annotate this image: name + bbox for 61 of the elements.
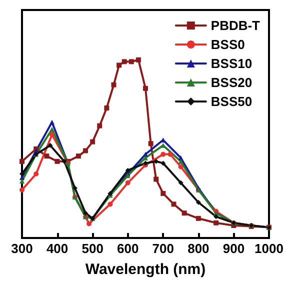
point [154, 176, 159, 182]
point [148, 141, 154, 146]
point [20, 158, 24, 164]
x-tick-label: 800 [188, 241, 210, 256]
point [111, 82, 116, 88]
point [62, 158, 67, 164]
point [160, 190, 166, 196]
x-axis-title: Wavelength (nm) [85, 261, 206, 278]
point [83, 148, 88, 154]
point [104, 105, 110, 110]
point [76, 154, 81, 159]
point [54, 158, 60, 164]
x-tick-label: 700 [152, 241, 174, 256]
point [90, 139, 96, 144]
point [116, 62, 122, 68]
point [122, 59, 127, 64]
x-tick-label: 300 [11, 241, 33, 256]
point [83, 210, 88, 216]
x-tick-label: 1000 [254, 241, 284, 256]
point [50, 132, 54, 138]
point [125, 180, 130, 186]
point [182, 210, 187, 216]
point [34, 171, 39, 176]
point [20, 171, 24, 176]
point [86, 221, 92, 226]
x-tick-label: 400 [46, 241, 68, 256]
point [20, 187, 24, 192]
legend-label: BSS0 [210, 37, 245, 52]
point [49, 126, 54, 132]
point [49, 120, 54, 125]
x-tick-label: 500 [82, 241, 104, 256]
point [97, 123, 102, 128]
point [171, 202, 176, 207]
point [178, 180, 184, 186]
point [72, 186, 78, 191]
point [214, 220, 219, 226]
point [168, 152, 173, 157]
point [160, 152, 166, 157]
point [136, 57, 141, 62]
point [178, 158, 184, 164]
point [20, 178, 24, 184]
point [128, 59, 134, 64]
x-tick-label: 600 [117, 241, 139, 256]
point [178, 155, 184, 160]
point [154, 158, 159, 164]
point [196, 200, 201, 205]
legend-label: PBDB-T [210, 18, 260, 33]
point [196, 216, 201, 221]
point [125, 168, 130, 173]
point [143, 152, 148, 157]
legend-label: BSS20 [210, 75, 252, 90]
legend-label: BSS50 [210, 94, 252, 109]
legend-label: BSS10 [210, 56, 252, 71]
x-tick-label: 900 [222, 241, 245, 256]
point [48, 142, 53, 148]
point [143, 86, 148, 91]
point [108, 202, 113, 207]
point [44, 154, 50, 159]
point [214, 214, 219, 220]
point [178, 164, 184, 170]
point [160, 160, 166, 166]
